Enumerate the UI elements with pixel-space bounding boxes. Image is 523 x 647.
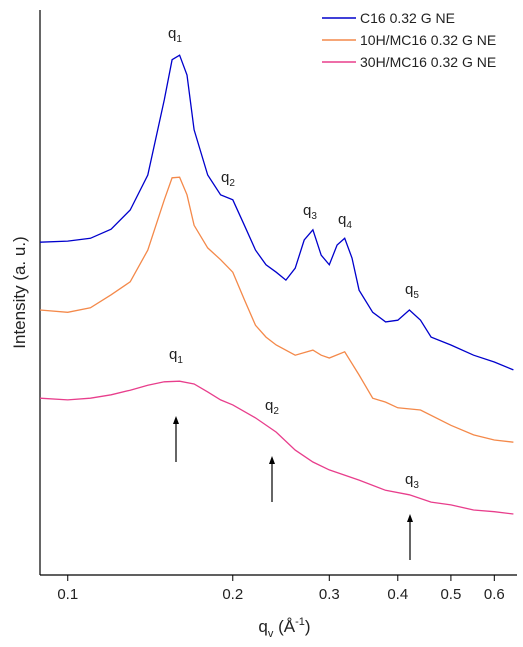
legend-label: C16 0.32 G NE	[360, 10, 455, 26]
y-axis-label: Intensity (a. u.)	[10, 236, 29, 348]
legend-label: 10H/MC16 0.32 G NE	[360, 32, 496, 48]
legend-label: 30H/MC16 0.32 G NE	[360, 54, 496, 70]
x-axis-label: qv (Å-1)	[258, 616, 310, 640]
peak-label: q2	[221, 169, 235, 189]
series-line	[39, 380, 514, 515]
peak-label-text: q	[303, 202, 311, 219]
peak-label-text: q	[338, 211, 346, 228]
peak-label-text: q	[265, 397, 273, 414]
series-line	[39, 176, 514, 443]
peak-label-text: q	[169, 346, 177, 363]
x-label-part: v	[268, 628, 274, 640]
peak-label-text: q	[405, 281, 413, 298]
peak-label: q2	[265, 397, 279, 417]
x-tick-label: 0.1	[57, 586, 78, 603]
x-label-part: )	[305, 617, 311, 636]
arrow-head	[173, 416, 179, 424]
peak-label-text: q	[405, 471, 413, 488]
peak-label-sub: 3	[413, 480, 419, 491]
arrow-head	[269, 456, 275, 464]
peak-label: q4	[338, 211, 352, 231]
x-tick-label: 0.6	[484, 586, 505, 603]
peak-label-sub: 2	[273, 406, 279, 417]
peak-label: q3	[303, 202, 317, 222]
x-tick-label: 0.4	[387, 586, 408, 603]
peak-label-sub: 4	[346, 220, 352, 231]
x-tick-label: 0.2	[222, 586, 243, 603]
peak-label-sub: 2	[229, 178, 235, 189]
peak-label-text: q	[168, 25, 176, 42]
x-label-part: -1	[295, 616, 305, 628]
peak-label-sub: 3	[311, 211, 317, 222]
peak-label: q5	[405, 281, 419, 301]
peak-label-sub: 5	[413, 290, 419, 301]
peak-label: q3	[405, 471, 419, 491]
peak-label: q1	[168, 25, 182, 45]
x-label-part: q	[258, 617, 267, 636]
peak-label: q1	[169, 346, 183, 366]
x-tick-label: 0.5	[440, 586, 461, 603]
series-line	[39, 54, 514, 371]
peak-label-sub: 1	[176, 34, 182, 45]
x-tick-label: 0.3	[319, 586, 340, 603]
arrow-head	[407, 514, 413, 522]
peak-label-text: q	[221, 169, 229, 186]
x-label-part: (Å	[273, 617, 295, 636]
peak-label-sub: 1	[177, 355, 183, 366]
